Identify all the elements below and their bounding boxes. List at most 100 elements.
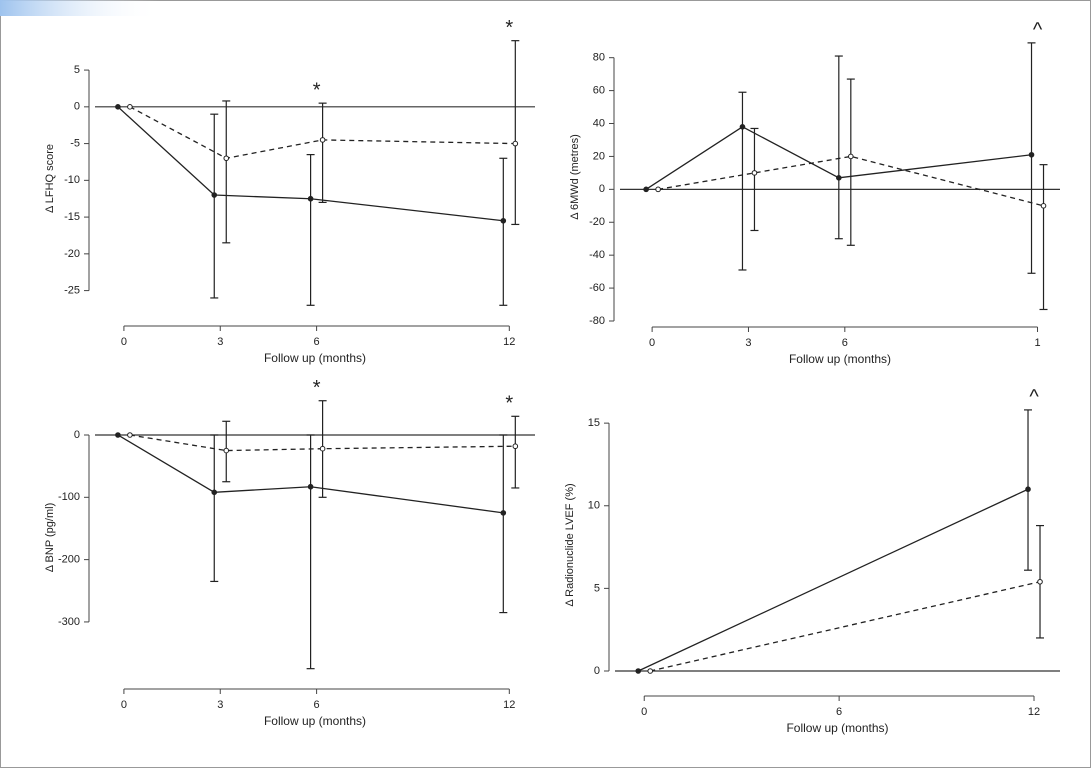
y-tick-label: -300	[58, 616, 80, 628]
series-line	[117, 434, 504, 514]
error-bar	[738, 91, 747, 271]
error-bar	[222, 100, 231, 244]
point	[115, 104, 121, 110]
point	[1040, 203, 1047, 209]
error-bar	[846, 78, 855, 246]
error-bar	[210, 113, 219, 299]
y-tick-label: -20	[589, 216, 605, 228]
x-tick-label: 3	[217, 699, 223, 711]
y-tick-label: -100	[58, 491, 80, 503]
series-line	[658, 155, 1044, 207]
x-tick-label: 0	[641, 706, 647, 718]
series-line	[117, 106, 504, 222]
annotation: *	[505, 17, 513, 39]
x-axis-label: Follow up (months)	[264, 714, 366, 728]
y-tick-label: -40	[589, 249, 605, 261]
point	[500, 510, 507, 516]
point	[319, 137, 326, 143]
point	[739, 124, 746, 130]
y-axis-label: Δ LFHQ score	[44, 144, 56, 213]
y-tick-label: 0	[594, 665, 600, 677]
y-tick-label: -15	[64, 211, 80, 223]
point	[1028, 151, 1035, 158]
y-tick-label: 0	[74, 101, 80, 113]
x-axis-label: Follow up (months)	[786, 721, 888, 735]
x-tick-label: 12	[1028, 706, 1040, 718]
x-axis-label: Follow up (months)	[789, 352, 891, 366]
point	[512, 443, 519, 450]
x-tick-label: 0	[121, 699, 127, 711]
point	[643, 186, 649, 193]
annotation: ^	[1033, 19, 1043, 41]
point	[211, 489, 218, 496]
error-bar	[499, 434, 508, 614]
error-bar	[499, 157, 508, 306]
error-bar	[511, 415, 520, 489]
annotation: ^	[1029, 386, 1039, 408]
y-tick-label: 5	[74, 64, 80, 76]
point	[223, 447, 230, 454]
x-tick-label: 0	[121, 336, 127, 348]
annotation: *	[313, 377, 321, 399]
x-tick-label: 6	[836, 706, 842, 718]
y-tick-label: -200	[58, 554, 80, 566]
error-bar	[511, 40, 520, 226]
y-tick-label: 60	[593, 85, 605, 97]
y-tick-label: -5	[70, 137, 80, 149]
x-tick-label: 6	[842, 337, 848, 349]
error-bar	[306, 434, 315, 670]
point	[307, 483, 314, 490]
y-tick-label: 5	[594, 582, 600, 594]
point	[836, 175, 842, 181]
point	[1025, 486, 1031, 493]
y-tick-label: 0	[599, 183, 605, 195]
series-line	[645, 126, 1032, 190]
series-line	[637, 488, 1029, 672]
x-tick-label: 6	[314, 336, 320, 348]
point	[512, 140, 519, 147]
y-tick-label: 40	[593, 117, 605, 129]
error-bar	[210, 434, 219, 583]
point	[127, 104, 133, 110]
x-tick-label: 6	[314, 699, 320, 711]
error-bar	[834, 55, 843, 240]
x-tick-label: 12	[503, 336, 515, 348]
y-tick-label: -25	[64, 285, 80, 297]
error-bar	[1027, 42, 1036, 274]
point	[500, 217, 507, 224]
x-tick-label: 3	[217, 336, 223, 348]
y-tick-label: 10	[588, 500, 600, 512]
y-tick-label: 20	[593, 150, 605, 162]
point	[655, 186, 661, 193]
x-tick-label: 1	[1034, 337, 1040, 349]
series-line	[129, 434, 516, 452]
y-axis-label: Δ BNP (pg/ml)	[44, 503, 56, 573]
x-axis-label: Follow up (months)	[264, 351, 366, 365]
point	[647, 668, 654, 674]
y-tick-label: 0	[74, 429, 80, 441]
y-tick-label: -20	[64, 248, 80, 260]
error-bar	[1039, 164, 1048, 311]
point	[127, 432, 133, 438]
y-axis-label: Δ Radionuclide LVEF (%)	[564, 483, 576, 606]
point	[319, 445, 326, 452]
x-tick-label: 0	[649, 337, 655, 349]
x-tick-label: 3	[745, 337, 751, 349]
point	[635, 668, 642, 674]
corner-decoration	[0, 0, 160, 16]
series-line	[129, 106, 516, 159]
point	[307, 195, 314, 202]
point	[1037, 578, 1043, 585]
point	[848, 153, 854, 160]
y-tick-label: 80	[593, 52, 605, 64]
annotation: *	[313, 79, 321, 101]
y-tick-label: -10	[64, 174, 80, 186]
x-tick-label: 12	[503, 699, 515, 711]
y-tick-label: -60	[589, 282, 605, 294]
series-line	[650, 581, 1041, 672]
y-axis-label: Δ 6MWd (metres)	[569, 134, 581, 220]
point	[751, 170, 758, 176]
y-tick-label: -80	[589, 315, 605, 327]
